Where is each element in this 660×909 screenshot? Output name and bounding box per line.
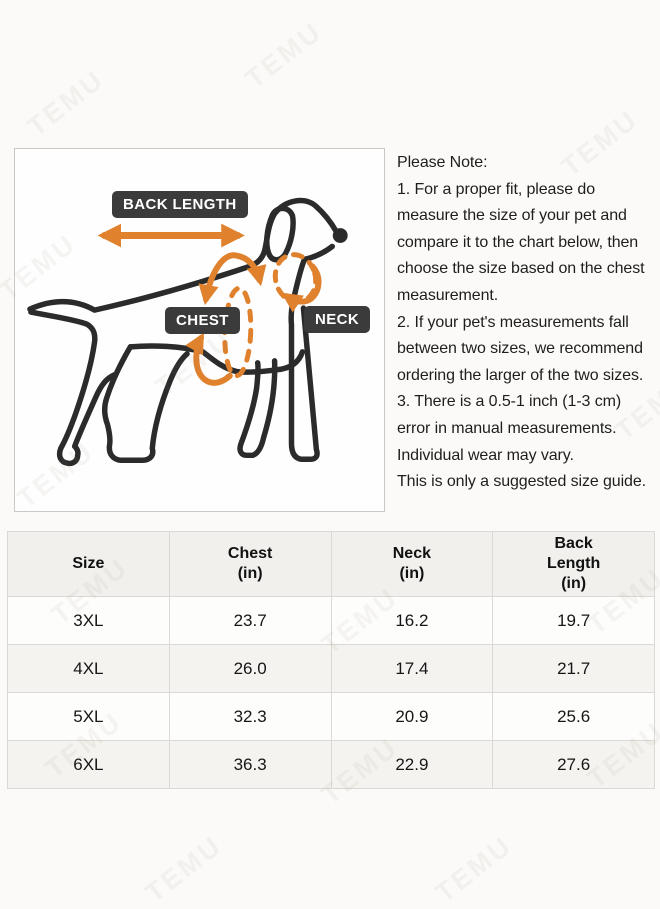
cell-neck: 20.9 [330,692,494,741]
cell-back-length: 27.6 [492,740,655,789]
table-row: 6XL 36.3 22.9 27.6 [7,740,655,789]
chest-label: CHEST [165,307,240,334]
cell-chest: 26.0 [168,644,332,693]
watermark-text: TEMU [139,830,229,909]
dog-nose [332,228,348,243]
col-header-size: Size [7,531,170,597]
dog-illustration [27,197,348,467]
withers-arrow [198,252,267,306]
cell-back-length: 21.7 [492,644,655,693]
cell-size: 5XL [7,692,170,741]
note-item: 2. If your pet's measurements fall betwe… [397,313,644,384]
col-header-back-length: Back Length (in) [492,531,655,597]
notes-title: Please Note: [397,154,488,171]
cell-neck: 17.4 [330,644,494,693]
measurement-marks [97,223,322,386]
cell-size: 4XL [7,644,170,693]
cell-size: 3XL [7,596,170,645]
cell-chest: 23.7 [168,596,332,645]
note-item: 3. There is a 0.5-1 inch (1-3 cm) error … [397,393,622,464]
cell-chest: 32.3 [168,692,332,741]
neck-label: NECK [304,306,371,333]
col-header-chest: Chest (in) [168,531,332,597]
cell-chest: 36.3 [168,740,332,789]
cell-back-length: 25.6 [492,692,655,741]
table-row: 3XL 23.7 16.2 19.7 [7,596,655,645]
dog-outline [27,197,339,467]
table-row: 4XL 26.0 17.4 21.7 [7,644,655,693]
neck-arrow [281,263,322,313]
back-length-label: BACK LENGTH [112,191,248,218]
col-header-neck: Neck (in) [330,531,494,597]
note-item: 1. For a proper fit, please do measure t… [397,180,645,304]
note-item: This is only a suggested size guide. [397,473,646,491]
cell-size: 6XL [7,740,170,789]
notes-block: Please Note: 1. For a proper fit, please… [397,150,657,496]
dog-measurement-diagram: BACK LENGTH CHEST NECK [14,148,385,512]
cell-neck: 22.9 [330,740,494,789]
watermark-text: TEMU [239,16,329,95]
table-row: 5XL 32.3 20.9 25.6 [7,692,655,741]
chest-arrow [185,332,233,386]
watermark-text: TEMU [429,830,519,909]
table-header-row: Size Chest (in) Neck (in) Back Length (i… [7,531,655,597]
cell-back-length: 19.7 [492,596,655,645]
size-chart-table: Size Chest (in) Neck (in) Back Length (i… [7,531,655,789]
cell-neck: 16.2 [330,596,494,645]
watermark-text: TEMU [21,64,111,143]
